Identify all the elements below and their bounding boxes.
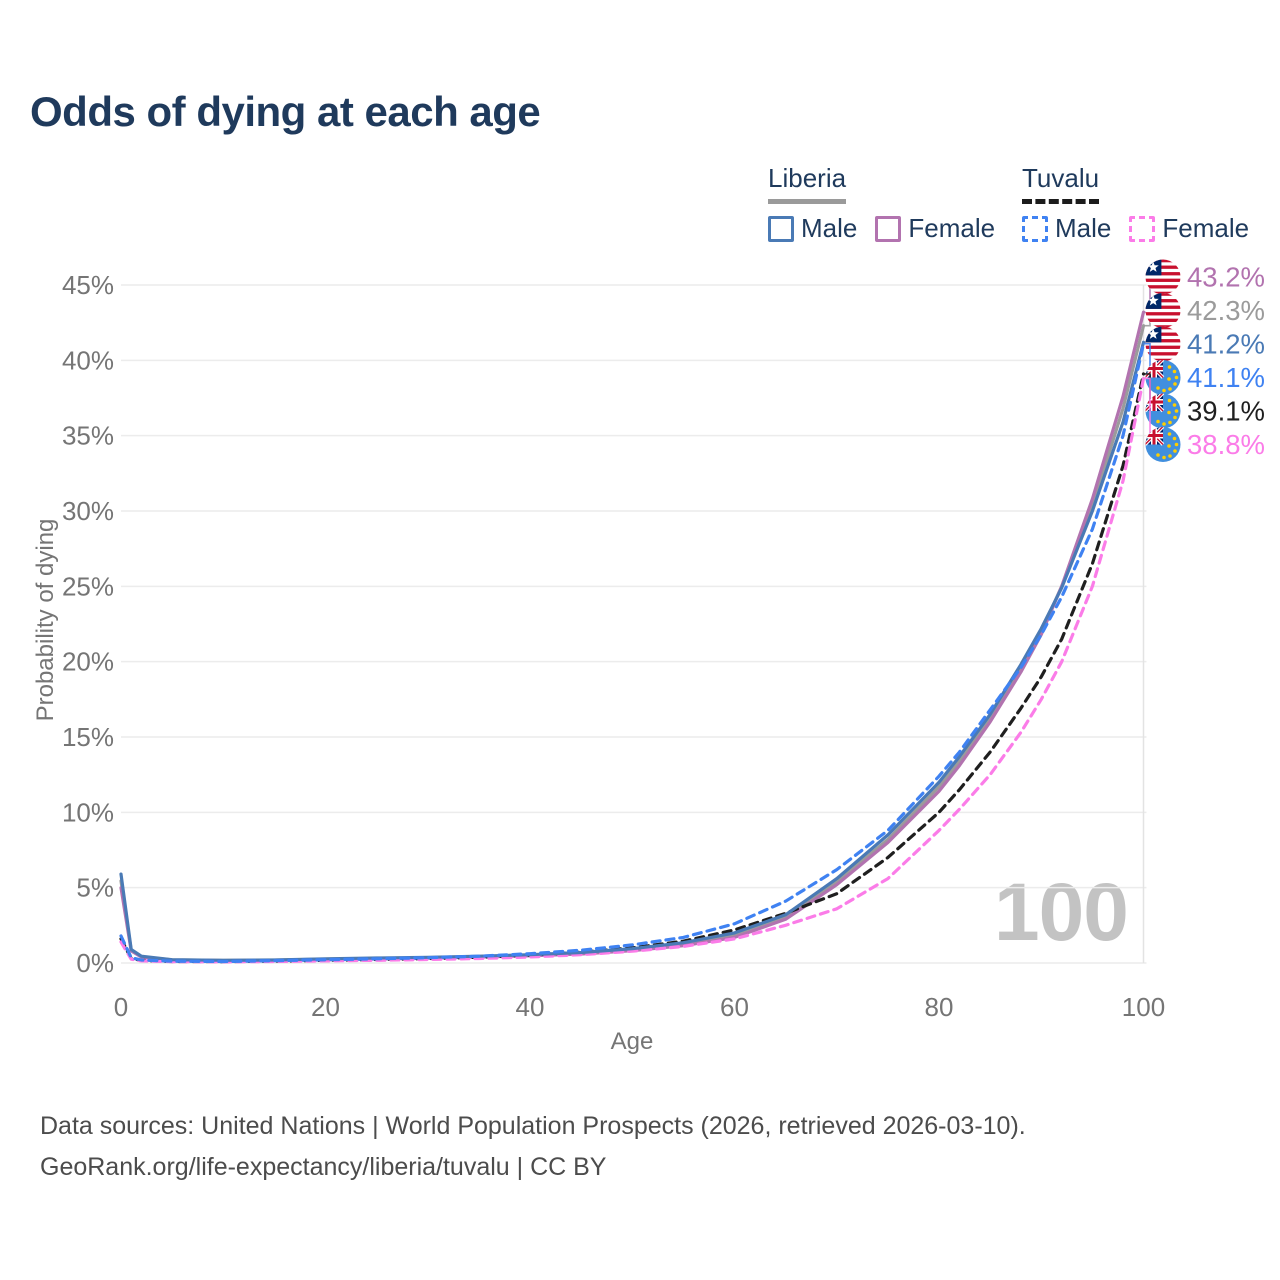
legend-group-tuvalu: Tuvalu Male Female — [1022, 163, 1267, 244]
footer-url-link[interactable]: GeoRank.org/life-expectancy/liberia/tuva… — [40, 1153, 607, 1181]
y-tick-label: 0% — [76, 948, 114, 978]
x-tick-label: 100 — [1122, 992, 1165, 1022]
series-line-tuvalu-male[interactable] — [119, 342, 1146, 964]
footer-data-sources: Data sources: United Nations | World Pop… — [40, 1112, 1026, 1140]
legend-header-liberia[interactable]: Liberia — [768, 163, 847, 204]
series-line-liberia-female[interactable] — [119, 310, 1146, 963]
legend-item-liberia-female[interactable]: Female — [875, 213, 995, 244]
page-title: Odds of dying at each age — [30, 88, 541, 135]
legend-item-tuvalu-female[interactable]: Female — [1129, 213, 1249, 244]
series-end-label-liberia-male: 41.2% — [1187, 329, 1265, 360]
y-tick-label: 40% — [62, 345, 114, 375]
x-tick-label: 60 — [720, 992, 749, 1022]
legend-item-tuvalu-male[interactable]: Male — [1022, 213, 1111, 244]
x-tick-label: 0 — [114, 992, 128, 1022]
series-line-liberia-total[interactable] — [119, 324, 1146, 962]
x-tick-label: 40 — [516, 992, 545, 1022]
tuvalu-female-swatch-icon — [1129, 215, 1156, 242]
series-end-label-tuvalu-female: 38.8% — [1187, 429, 1265, 460]
y-axis-title: Probability of dying — [32, 518, 59, 722]
y-tick-label: 25% — [62, 571, 114, 601]
axis-and-value-labels: 0% 5% 10% 15% 20% 25% 30% 35% 40% 45% 0 20 40 60 80 100… — [62, 259, 1265, 1022]
y-tick-label: 35% — [62, 421, 114, 451]
series-end-label-tuvalu-total: 39.1% — [1187, 396, 1265, 427]
footer: Data sources: United Nations | World Pop… — [40, 1106, 1026, 1188]
y-tick-label: 5% — [76, 873, 114, 903]
y-tick-label: 15% — [62, 722, 114, 752]
liberia-female-swatch-icon — [875, 215, 902, 242]
gridlines — [121, 284, 1147, 964]
y-tick-label: 30% — [62, 496, 114, 526]
series-end-label-liberia-total: 42.3% — [1187, 295, 1265, 326]
x-tick-label: 20 — [311, 992, 340, 1022]
legend-header-tuvalu[interactable]: Tuvalu — [1022, 163, 1100, 204]
tuvalu-male-swatch-icon — [1022, 215, 1048, 242]
series-line-tuvalu-total[interactable] — [119, 372, 1146, 964]
x-tick-label: 80 — [925, 992, 954, 1022]
legend-item-liberia-male[interactable]: Male — [768, 213, 857, 244]
series-line-tuvalu-female[interactable] — [119, 376, 1146, 964]
data-series — [119, 310, 1146, 964]
legend-group-liberia: Liberia Male Female — [768, 163, 1013, 244]
y-tick-label: 10% — [62, 797, 114, 827]
y-tick-label: 45% — [62, 270, 114, 300]
liberia-male-swatch-icon — [768, 215, 794, 242]
y-tick-label: 20% — [62, 647, 114, 677]
hovered-age-indicator: 100 — [994, 867, 1129, 958]
series-end-label-liberia-female: 43.2% — [1187, 262, 1265, 293]
x-axis-title: Age — [610, 1028, 654, 1055]
series-end-label-tuvalu-male: 41.1% — [1187, 362, 1265, 393]
